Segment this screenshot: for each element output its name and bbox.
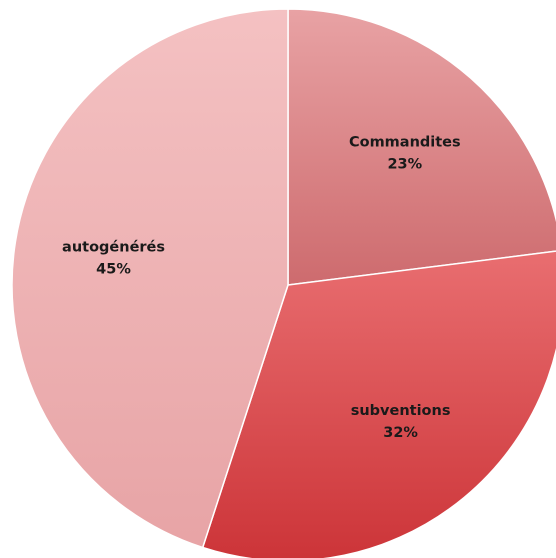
slice-label: Commandites (349, 135, 461, 151)
slices-group (11, 8, 556, 558)
labels-group: Commandites 23% subventions 32% autogénérés 4… (62, 135, 461, 442)
slice-percent-label: 23% (387, 157, 422, 173)
pie-slice-autog-n-r-s (11, 8, 289, 549)
slice-label: subventions (351, 403, 451, 419)
pie-slice-subventions (201, 250, 556, 558)
slice-percent-label: 32% (383, 425, 418, 441)
pie-slice-commandites (287, 8, 556, 286)
slice-label: autogénérés (62, 239, 165, 255)
slice-percent-label: 45% (96, 261, 131, 277)
